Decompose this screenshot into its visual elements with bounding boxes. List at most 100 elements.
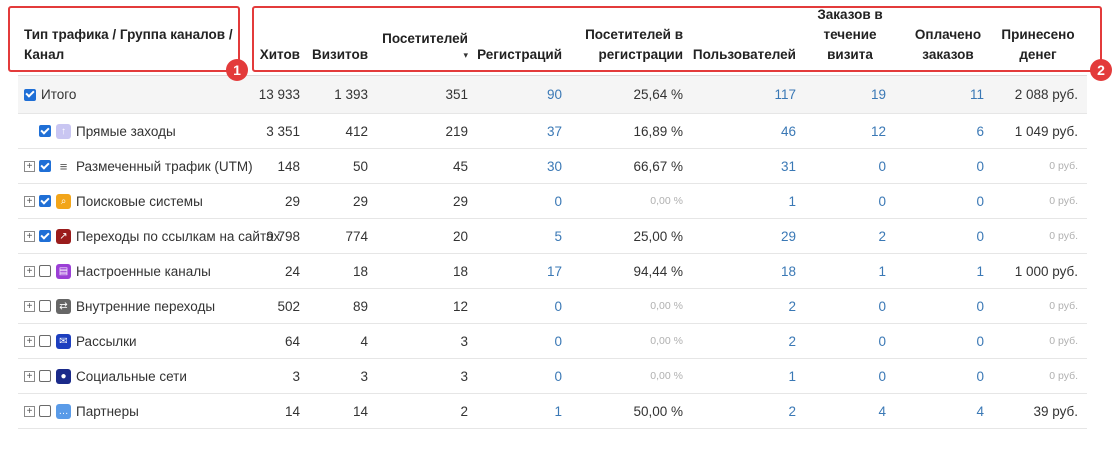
cell-users[interactable]: 117 (774, 87, 796, 102)
cell-orders-in-visit[interactable]: 0 (878, 368, 886, 384)
cell-registrations[interactable]: 0 (554, 368, 562, 384)
cell-paid-orders[interactable]: 4 (976, 403, 984, 419)
channel-name-cell: + ⇄ Внутренние переходы (18, 289, 215, 323)
cell-paid-orders[interactable]: 0 (976, 298, 984, 314)
expand-toggle[interactable]: + (24, 335, 35, 347)
cell-users[interactable]: 2 (788, 333, 796, 349)
col-users-header[interactable]: Пользователей (692, 47, 796, 62)
cell-registrations[interactable]: 0 (554, 298, 562, 314)
cell-orders-in-visit[interactable]: 0 (878, 158, 886, 174)
cell-registrations[interactable]: 0 (554, 193, 562, 209)
row-checkbox[interactable] (39, 230, 51, 242)
col-paid-orders-header[interactable]: Оплачено заказов (906, 25, 990, 65)
cell-registrations[interactable]: 5 (554, 228, 562, 244)
expand-toggle[interactable]: + (24, 195, 35, 207)
col-registrations-header[interactable]: Регистраций (477, 47, 562, 62)
cell-orders-in-visit[interactable]: 0 (878, 298, 886, 314)
external-link-icon: ↗ (56, 228, 71, 244)
expand-toggle[interactable]: + (24, 300, 35, 312)
cell-users[interactable]: 18 (780, 263, 796, 279)
expand-toggle[interactable]: + (24, 265, 35, 277)
col-visitors-header[interactable]: Посетителей ▾ (370, 29, 468, 60)
total-row: Итого 13 933 1 393 351 90 25,64 % 117 19 11 2 088… (18, 76, 1087, 114)
row-checkbox[interactable] (39, 195, 51, 207)
cell-paid-orders[interactable]: 0 (976, 193, 984, 209)
cell-paid-orders[interactable]: 0 (976, 368, 984, 384)
row-checkbox[interactable] (24, 88, 36, 101)
cell-visitors-in-reg: 0,00 % (650, 335, 683, 347)
channel-name-cell: + ● Социальные сети (18, 359, 187, 393)
expand-toggle[interactable]: + (24, 405, 35, 417)
col-name-header[interactable]: Тип трафика / Группа каналов / Канал (24, 27, 233, 62)
cell-money: 1 049 руб. (1014, 123, 1078, 139)
cell-visitors-in-reg: 66,67 % (633, 158, 683, 174)
cell-users[interactable]: 2 (788, 298, 796, 314)
cell-orders-in-visit[interactable]: 4 (878, 403, 886, 419)
row-checkbox[interactable] (39, 160, 51, 172)
cell-paid-orders[interactable]: 0 (976, 228, 984, 244)
cell-registrations[interactable]: 90 (546, 87, 562, 102)
cell-visits: 29 (352, 193, 368, 209)
cell-orders-in-visit[interactable]: 0 (878, 333, 886, 349)
annotation-badge-2: 2 (1090, 59, 1112, 81)
cell-paid-orders[interactable]: 0 (976, 333, 984, 349)
cell-orders-in-visit[interactable]: 19 (870, 87, 886, 102)
cell-paid-orders[interactable]: 0 (976, 158, 984, 174)
col-hits-header[interactable]: Хитов (259, 47, 300, 62)
cell-visitors-in-reg: 0,00 % (650, 370, 683, 382)
channel-name: Настроенные каналы (76, 263, 211, 279)
channel-name-cell: ↑ Прямые заходы (18, 114, 176, 148)
cell-paid-orders[interactable]: 1 (976, 263, 984, 279)
cell-money: 0 руб. (1049, 230, 1078, 242)
row-checkbox[interactable] (39, 125, 51, 137)
cell-money: 0 руб. (1049, 300, 1078, 312)
table-header: Тип трафика / Группа каналов / Канал Хит… (18, 0, 1087, 76)
channel-name-cell: + … Партнеры (18, 394, 139, 428)
cell-paid-orders[interactable]: 6 (976, 123, 984, 139)
cell-registrations[interactable]: 30 (546, 158, 562, 174)
table-row: + ● Социальные сети 3 3 3 0 0,00 % 1 0 0 0 руб. (18, 359, 1087, 394)
cell-visitors: 12 (452, 298, 468, 314)
row-checkbox[interactable] (39, 300, 51, 312)
channel-name-cell: + ✉ Рассылки (18, 324, 137, 358)
col-money-header[interactable]: Принесено денег (998, 25, 1078, 65)
cell-registrations[interactable]: 37 (546, 123, 562, 139)
cell-users[interactable]: 31 (780, 158, 796, 174)
cell-visits: 412 (345, 123, 368, 139)
row-checkbox[interactable] (39, 370, 51, 382)
cell-orders-in-visit[interactable]: 0 (878, 193, 886, 209)
cell-orders-in-visit[interactable]: 12 (870, 123, 886, 139)
cell-paid-orders[interactable]: 11 (969, 87, 984, 102)
row-checkbox[interactable] (39, 335, 51, 347)
cell-users[interactable]: 2 (788, 403, 796, 419)
cell-users[interactable]: 46 (780, 123, 796, 139)
cell-hits: 9 798 (266, 228, 300, 244)
col-orders-in-visit-label: Заказов в течение визита (817, 7, 883, 62)
channel-name: Переходы по ссылкам на сайтах (76, 228, 281, 244)
col-orders-in-visit-header[interactable]: Заказов в течение визита (808, 5, 892, 65)
cell-registrations[interactable]: 17 (546, 263, 562, 279)
table-row: + ⌕ Поисковые системы 29 29 29 0 0,00 % 1 0 0 0 руб… (18, 184, 1087, 219)
cell-visits: 774 (345, 228, 368, 244)
cell-registrations[interactable]: 1 (554, 403, 562, 419)
table-row: + ≡ Размеченный трафик (UTM) 148 50 45 30 66,67… (18, 149, 1087, 184)
sort-desc-icon[interactable]: ▾ (463, 50, 468, 60)
cell-registrations[interactable]: 0 (554, 333, 562, 349)
row-checkbox[interactable] (39, 405, 51, 417)
col-visits-header[interactable]: Визитов (311, 47, 368, 62)
cell-users[interactable]: 1 (788, 193, 796, 209)
expand-toggle[interactable]: + (24, 370, 35, 382)
cell-visitors-in-reg: 50,00 % (633, 403, 683, 419)
col-visitors-in-reg-header[interactable]: Посетителей в регистрации (585, 27, 683, 62)
row-checkbox[interactable] (39, 265, 51, 277)
cell-orders-in-visit[interactable]: 2 (878, 228, 886, 244)
cell-hits: 29 (284, 193, 300, 209)
cell-users[interactable]: 29 (780, 228, 796, 244)
cell-visitors: 351 (445, 87, 468, 102)
cell-users[interactable]: 1 (788, 368, 796, 384)
cell-orders-in-visit[interactable]: 1 (878, 263, 886, 279)
traffic-report-table: Тип трафика / Группа каналов / Канал Хит… (18, 0, 1087, 429)
expand-toggle[interactable]: + (24, 160, 35, 172)
expand-toggle[interactable]: + (24, 230, 35, 242)
cell-visits: 3 (360, 368, 368, 384)
